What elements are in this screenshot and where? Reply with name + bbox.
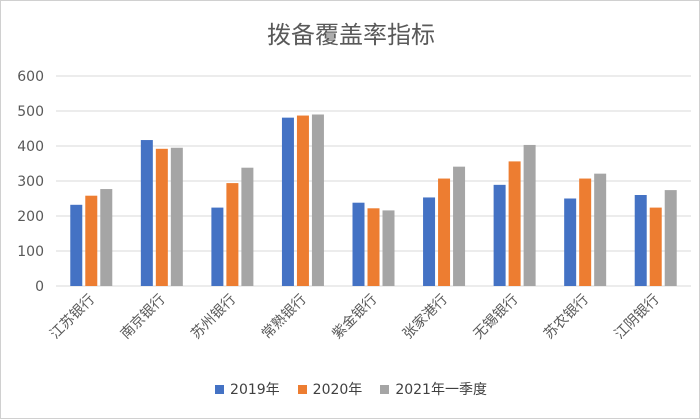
bar: [70, 204, 83, 286]
legend: 2019年 2020年 2021年一季度: [1, 379, 700, 399]
y-tick-label: 300: [17, 174, 44, 190]
bar: [311, 114, 324, 286]
bar: [438, 178, 451, 286]
x-tick-label: 常熟银行: [259, 292, 310, 343]
bar: [382, 210, 395, 286]
legend-label-2019: 2019年: [230, 382, 280, 398]
bar: [493, 184, 506, 286]
x-tick-label: 江苏银行: [47, 292, 98, 343]
y-tick-label: 100: [17, 244, 44, 260]
y-tick-label: 500: [17, 104, 44, 120]
bar: [579, 178, 592, 286]
bar: [594, 173, 607, 286]
bar: [423, 197, 436, 286]
bar: [649, 207, 662, 286]
bar: [508, 161, 521, 286]
y-tick-label: 200: [17, 209, 44, 225]
bar: [85, 195, 98, 286]
legend-item-2020: 2020年: [297, 379, 363, 399]
bar: [367, 208, 380, 286]
bar: [296, 115, 309, 286]
legend-item-2021q1: 2021年一季度: [380, 379, 487, 399]
bar: [155, 148, 168, 286]
bar: [100, 189, 113, 286]
legend-swatch-2021q1: [380, 384, 390, 394]
bar: [352, 202, 365, 286]
legend-swatch-2019: [215, 384, 225, 394]
x-tick-label: 无锡银行: [471, 292, 522, 343]
bar: [564, 198, 577, 286]
bar: [523, 144, 536, 286]
legend-label-2020: 2020年: [312, 382, 363, 398]
bar: [170, 147, 183, 286]
y-tick-label: 600: [17, 69, 44, 85]
y-tick-label: 400: [17, 139, 44, 155]
x-tick-label: 江阴银行: [612, 292, 663, 343]
x-tick-label: 紫金银行: [329, 292, 380, 343]
bar: [634, 195, 647, 286]
y-tick-label: 0: [35, 279, 44, 295]
bar: [226, 183, 239, 286]
x-tick-label: 南京银行: [118, 292, 169, 343]
bar: [140, 140, 153, 286]
bar: [281, 117, 294, 287]
x-tick-label: 苏农银行: [541, 292, 592, 343]
bar: [241, 167, 254, 286]
legend-item-2019: 2019年: [215, 379, 280, 399]
bar: [664, 190, 677, 286]
x-tick-label: 张家港行: [399, 291, 451, 343]
bar: [453, 166, 466, 286]
x-tick-label: 苏州银行: [188, 292, 239, 343]
chart-title: 拨备覆盖率指标: [267, 21, 435, 49]
bar: [211, 207, 224, 286]
legend-swatch-2020: [297, 384, 307, 394]
legend-label-2021q1: 2021年一季度: [395, 382, 487, 398]
